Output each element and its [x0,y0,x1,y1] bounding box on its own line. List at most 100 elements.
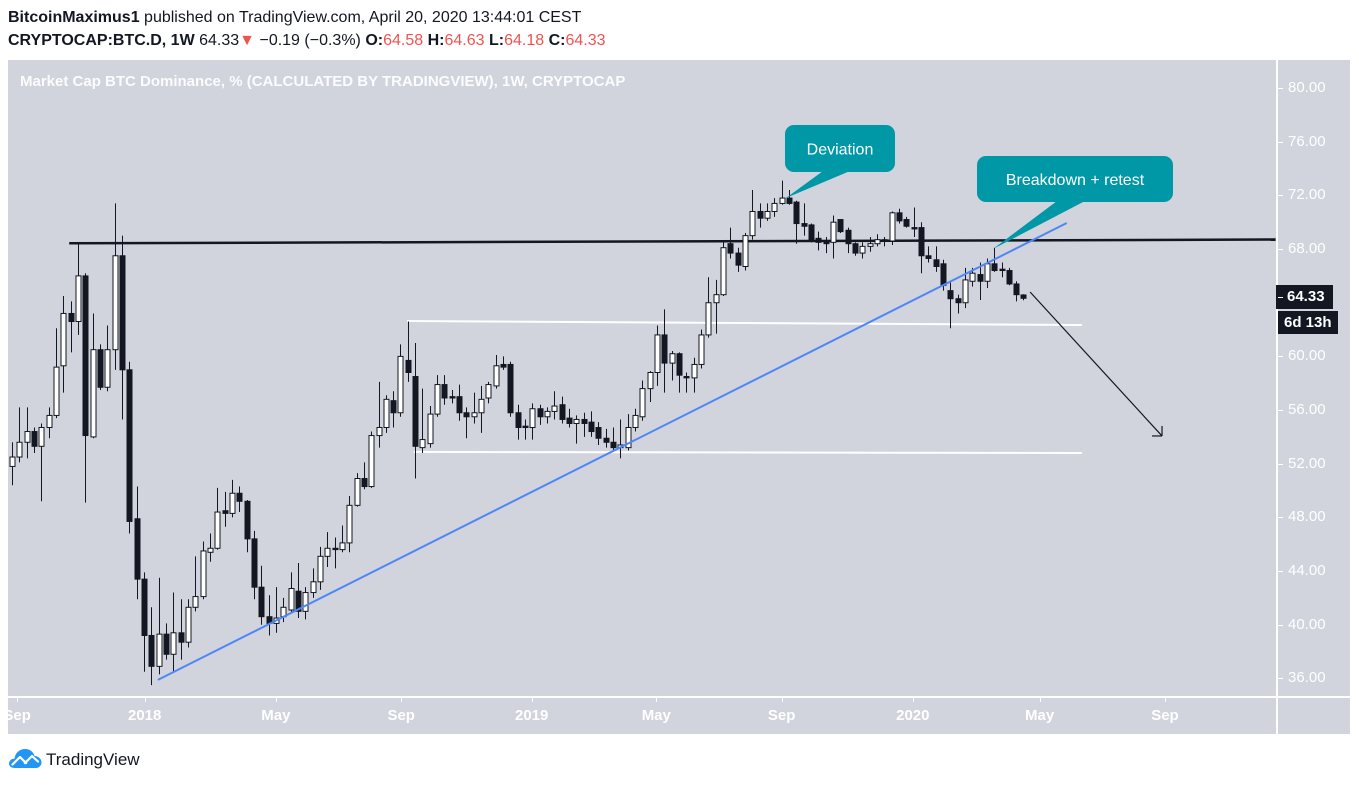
candle-body-down [31,431,38,447]
candle-body-up [830,221,837,243]
candle [595,422,602,445]
candle-body-up [383,398,390,429]
candle [925,246,932,263]
candle [97,344,104,390]
candle [1006,267,1013,286]
time-tick-mark [1039,698,1041,702]
candle [324,532,331,568]
axis-corner [1276,696,1350,734]
candle-body-down [244,500,251,540]
bar-countdown-label: 6d 13h [1278,311,1338,334]
candle-body-down [977,274,984,282]
candle [757,203,764,228]
time-tick-label: May [261,707,291,724]
candle-body-up [310,581,317,594]
down-triangle-icon: ▼ [239,32,256,49]
candle-body-up [573,418,580,424]
candle-body-down [361,477,368,488]
candle [288,572,295,613]
candle-body-up [419,439,426,449]
candle-body-up [691,363,698,379]
callout-text: Breakdown + retest [1006,172,1145,189]
candle-body-up [962,279,969,304]
publication-header: BitcoinMaximus1 published on TradingView… [8,6,606,52]
candle [339,525,346,553]
candle [397,344,404,417]
candle-body-down [955,298,962,304]
candle [376,381,383,448]
candle [1020,294,1027,301]
price-tick-mark [1278,141,1283,143]
candle [559,396,566,424]
candle [551,391,558,420]
candle [9,442,16,486]
candle [236,486,243,513]
candle-body-down [1013,283,1020,296]
symbol-interval: CRYPTOCAP:BTC.D, 1W [8,32,195,49]
candle [691,357,698,393]
last-price-tick [1278,296,1283,298]
candle [507,361,514,417]
time-tick-mark [656,698,658,702]
candle [786,190,793,205]
price-pane: Deviation Breakdown + retest Market Cap B… [8,60,1276,696]
candle-body-up [214,511,221,549]
candle [610,427,617,451]
candle-body-up [112,255,119,351]
candle-body-down [178,632,185,643]
candle-body-down [925,255,932,259]
candle-body-up [60,312,67,367]
candle [801,203,808,236]
candle [75,242,82,335]
time-tick-mark [781,698,783,702]
candle-body-down [683,376,690,379]
time-tick-label: May [641,707,671,724]
candle [16,407,23,463]
candle-body-down [881,239,888,242]
price-tick-mark [1278,517,1283,519]
candle [544,407,551,424]
candle [815,231,822,251]
candle [163,623,170,660]
candle [449,389,456,404]
candle [104,325,111,392]
low-label: L: [489,32,505,49]
candle-body-down [119,255,126,371]
price-tick-label: 44.00 [1288,562,1326,580]
candle-body-down [566,417,573,424]
candle-body-up [90,349,97,438]
candle-body-up [647,371,654,390]
candle-body-up [493,365,500,387]
candle [676,352,683,393]
candle [53,328,60,419]
candle-body-up [192,596,199,608]
candle-body-up [969,272,976,282]
candle [852,242,859,256]
candle [134,486,141,600]
last-value: 64.33 [199,32,240,49]
candle-body-down [911,227,918,230]
callout-text: Deviation [807,142,874,159]
candle-body-down [903,219,910,227]
price-tick-label: 80.00 [1288,79,1326,97]
time-tick-mark [401,698,403,702]
candle [463,407,470,439]
candle [955,294,962,314]
candle-body-up [170,632,177,655]
price-tick-label: 48.00 [1288,508,1326,526]
callout-box [785,125,895,172]
candle-body-up [156,633,163,667]
price-tick-label: 56.00 [1288,401,1326,419]
candle-body-up [288,588,295,611]
candle-body-down [918,227,925,257]
candle [522,419,529,440]
candle [977,262,984,301]
time-tick-label: Sep [8,707,31,724]
candle-body-up [889,212,896,242]
candle [178,599,185,660]
time-tick-label: Sep [1151,707,1179,724]
candle [529,403,536,440]
candle-body-up [434,384,441,415]
price-axis: 80.00 76.00 72.00 68.00 60.00 56.00 52.00 48.00… [1276,60,1350,696]
candle [192,556,199,612]
